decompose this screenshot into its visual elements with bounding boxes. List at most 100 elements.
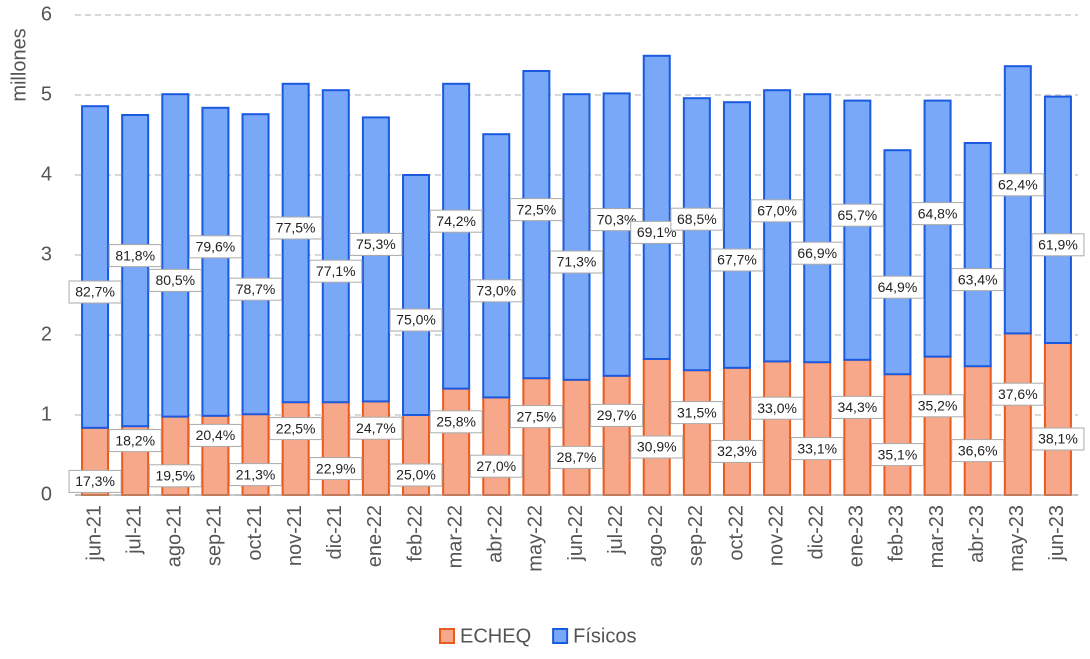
bar-segment (402, 174, 431, 416)
x-tick-label: oct-21 (244, 505, 266, 561)
data-label-box (991, 382, 1045, 406)
data-label-box (389, 463, 443, 487)
bar-segment (722, 366, 751, 496)
data-label: 65,7% (837, 207, 877, 223)
x-tick-label: feb-23 (886, 505, 908, 562)
bar-segment (763, 360, 792, 496)
data-label: 82,7% (75, 284, 115, 300)
data-label: 77,1% (316, 263, 356, 279)
y-tick-label: 5 (41, 83, 52, 105)
data-label-box (509, 405, 563, 429)
x-tick-label: feb-22 (404, 505, 426, 562)
data-label-box (670, 207, 724, 231)
x-tick-label: ago-21 (164, 505, 186, 567)
data-label: 37,6% (998, 386, 1038, 402)
x-tick-label: ene-22 (364, 505, 386, 567)
data-label-box (951, 268, 1005, 292)
bar-segment (361, 400, 390, 496)
y-axis-label: millones (8, 28, 30, 101)
x-tick-label: sep-22 (685, 505, 707, 566)
bar-segment (81, 105, 110, 429)
data-label: 28,7% (557, 449, 597, 465)
data-label: 29,7% (597, 407, 637, 423)
bar-segment (682, 97, 711, 372)
x-tick-label: jul-22 (605, 505, 627, 555)
data-label-box (429, 410, 483, 434)
data-label: 20,4% (196, 427, 236, 443)
bar-segment (923, 355, 952, 496)
data-label: 35,1% (878, 446, 918, 462)
legend-label: ECHEQ (460, 625, 531, 647)
data-label: 31,5% (677, 404, 717, 420)
bar-segment (722, 101, 751, 369)
y-tick-label: 4 (41, 163, 52, 185)
data-label-box (429, 209, 483, 233)
data-label-box (1031, 427, 1085, 451)
bar-segment (883, 373, 912, 497)
data-label: 25,0% (396, 467, 436, 483)
legend-swatch (439, 628, 455, 644)
data-label-box (469, 279, 523, 303)
x-tick-label: jun-23 (1046, 505, 1068, 562)
data-label-box (269, 417, 323, 441)
data-label: 75,0% (396, 312, 436, 328)
bar-segment (442, 82, 471, 390)
bar-segment (763, 89, 792, 363)
bar-segment (281, 401, 310, 497)
data-label-box (349, 232, 403, 256)
x-tick-label: jul-21 (123, 505, 145, 555)
data-label-box (790, 241, 844, 265)
bar-segment (602, 374, 631, 496)
data-label-box (630, 220, 684, 244)
bar-segment (241, 113, 270, 416)
data-label-box (148, 268, 202, 292)
data-label-box (68, 280, 122, 304)
bar-segment (682, 369, 711, 497)
y-tick-label: 1 (41, 403, 52, 425)
y-tick-label: 6 (41, 3, 52, 25)
bar-segment (522, 377, 551, 497)
bar-segment (281, 82, 310, 404)
data-label-box (309, 457, 363, 481)
data-label: 19,5% (155, 468, 195, 484)
bar-segment (1043, 342, 1072, 496)
data-label: 33,1% (797, 440, 837, 456)
bar-segment (442, 387, 471, 497)
bar-segment (522, 70, 551, 380)
data-label: 77,5% (276, 220, 316, 236)
data-label-box (991, 173, 1045, 197)
data-label-box (469, 454, 523, 478)
data-label-box (830, 395, 884, 419)
data-label: 25,8% (436, 414, 476, 430)
data-label: 22,5% (276, 420, 316, 436)
data-label-box (830, 203, 884, 227)
data-label: 63,4% (958, 271, 998, 287)
bar-segment (361, 116, 390, 403)
data-label: 62,4% (998, 177, 1038, 193)
data-label: 78,7% (236, 281, 276, 297)
bar-segment (803, 361, 832, 497)
data-label: 61,9% (1038, 237, 1078, 253)
y-tick-label: 2 (41, 323, 52, 345)
data-label-box (148, 464, 202, 488)
y-tick-label: 3 (41, 243, 52, 265)
data-label-box (710, 439, 764, 463)
data-label-box (188, 423, 242, 447)
bar-segment (482, 396, 511, 496)
data-label: 17,3% (75, 473, 115, 489)
data-label: 36,6% (958, 442, 998, 458)
bar-segment (562, 93, 591, 381)
y-tick-label: 0 (41, 483, 52, 505)
data-label: 64,9% (878, 279, 918, 295)
data-label: 64,8% (918, 205, 958, 221)
data-label: 80,5% (155, 272, 195, 288)
x-tick-label: abr-22 (485, 505, 507, 563)
data-label-box (911, 202, 965, 226)
x-tick-label: abr-23 (966, 505, 988, 563)
x-tick-label: oct-22 (725, 505, 747, 561)
data-label: 32,3% (717, 443, 757, 459)
data-label-box (550, 445, 603, 469)
data-label: 21,3% (236, 466, 276, 482)
bar-segment (963, 142, 992, 368)
bar-segment (1003, 332, 1032, 496)
